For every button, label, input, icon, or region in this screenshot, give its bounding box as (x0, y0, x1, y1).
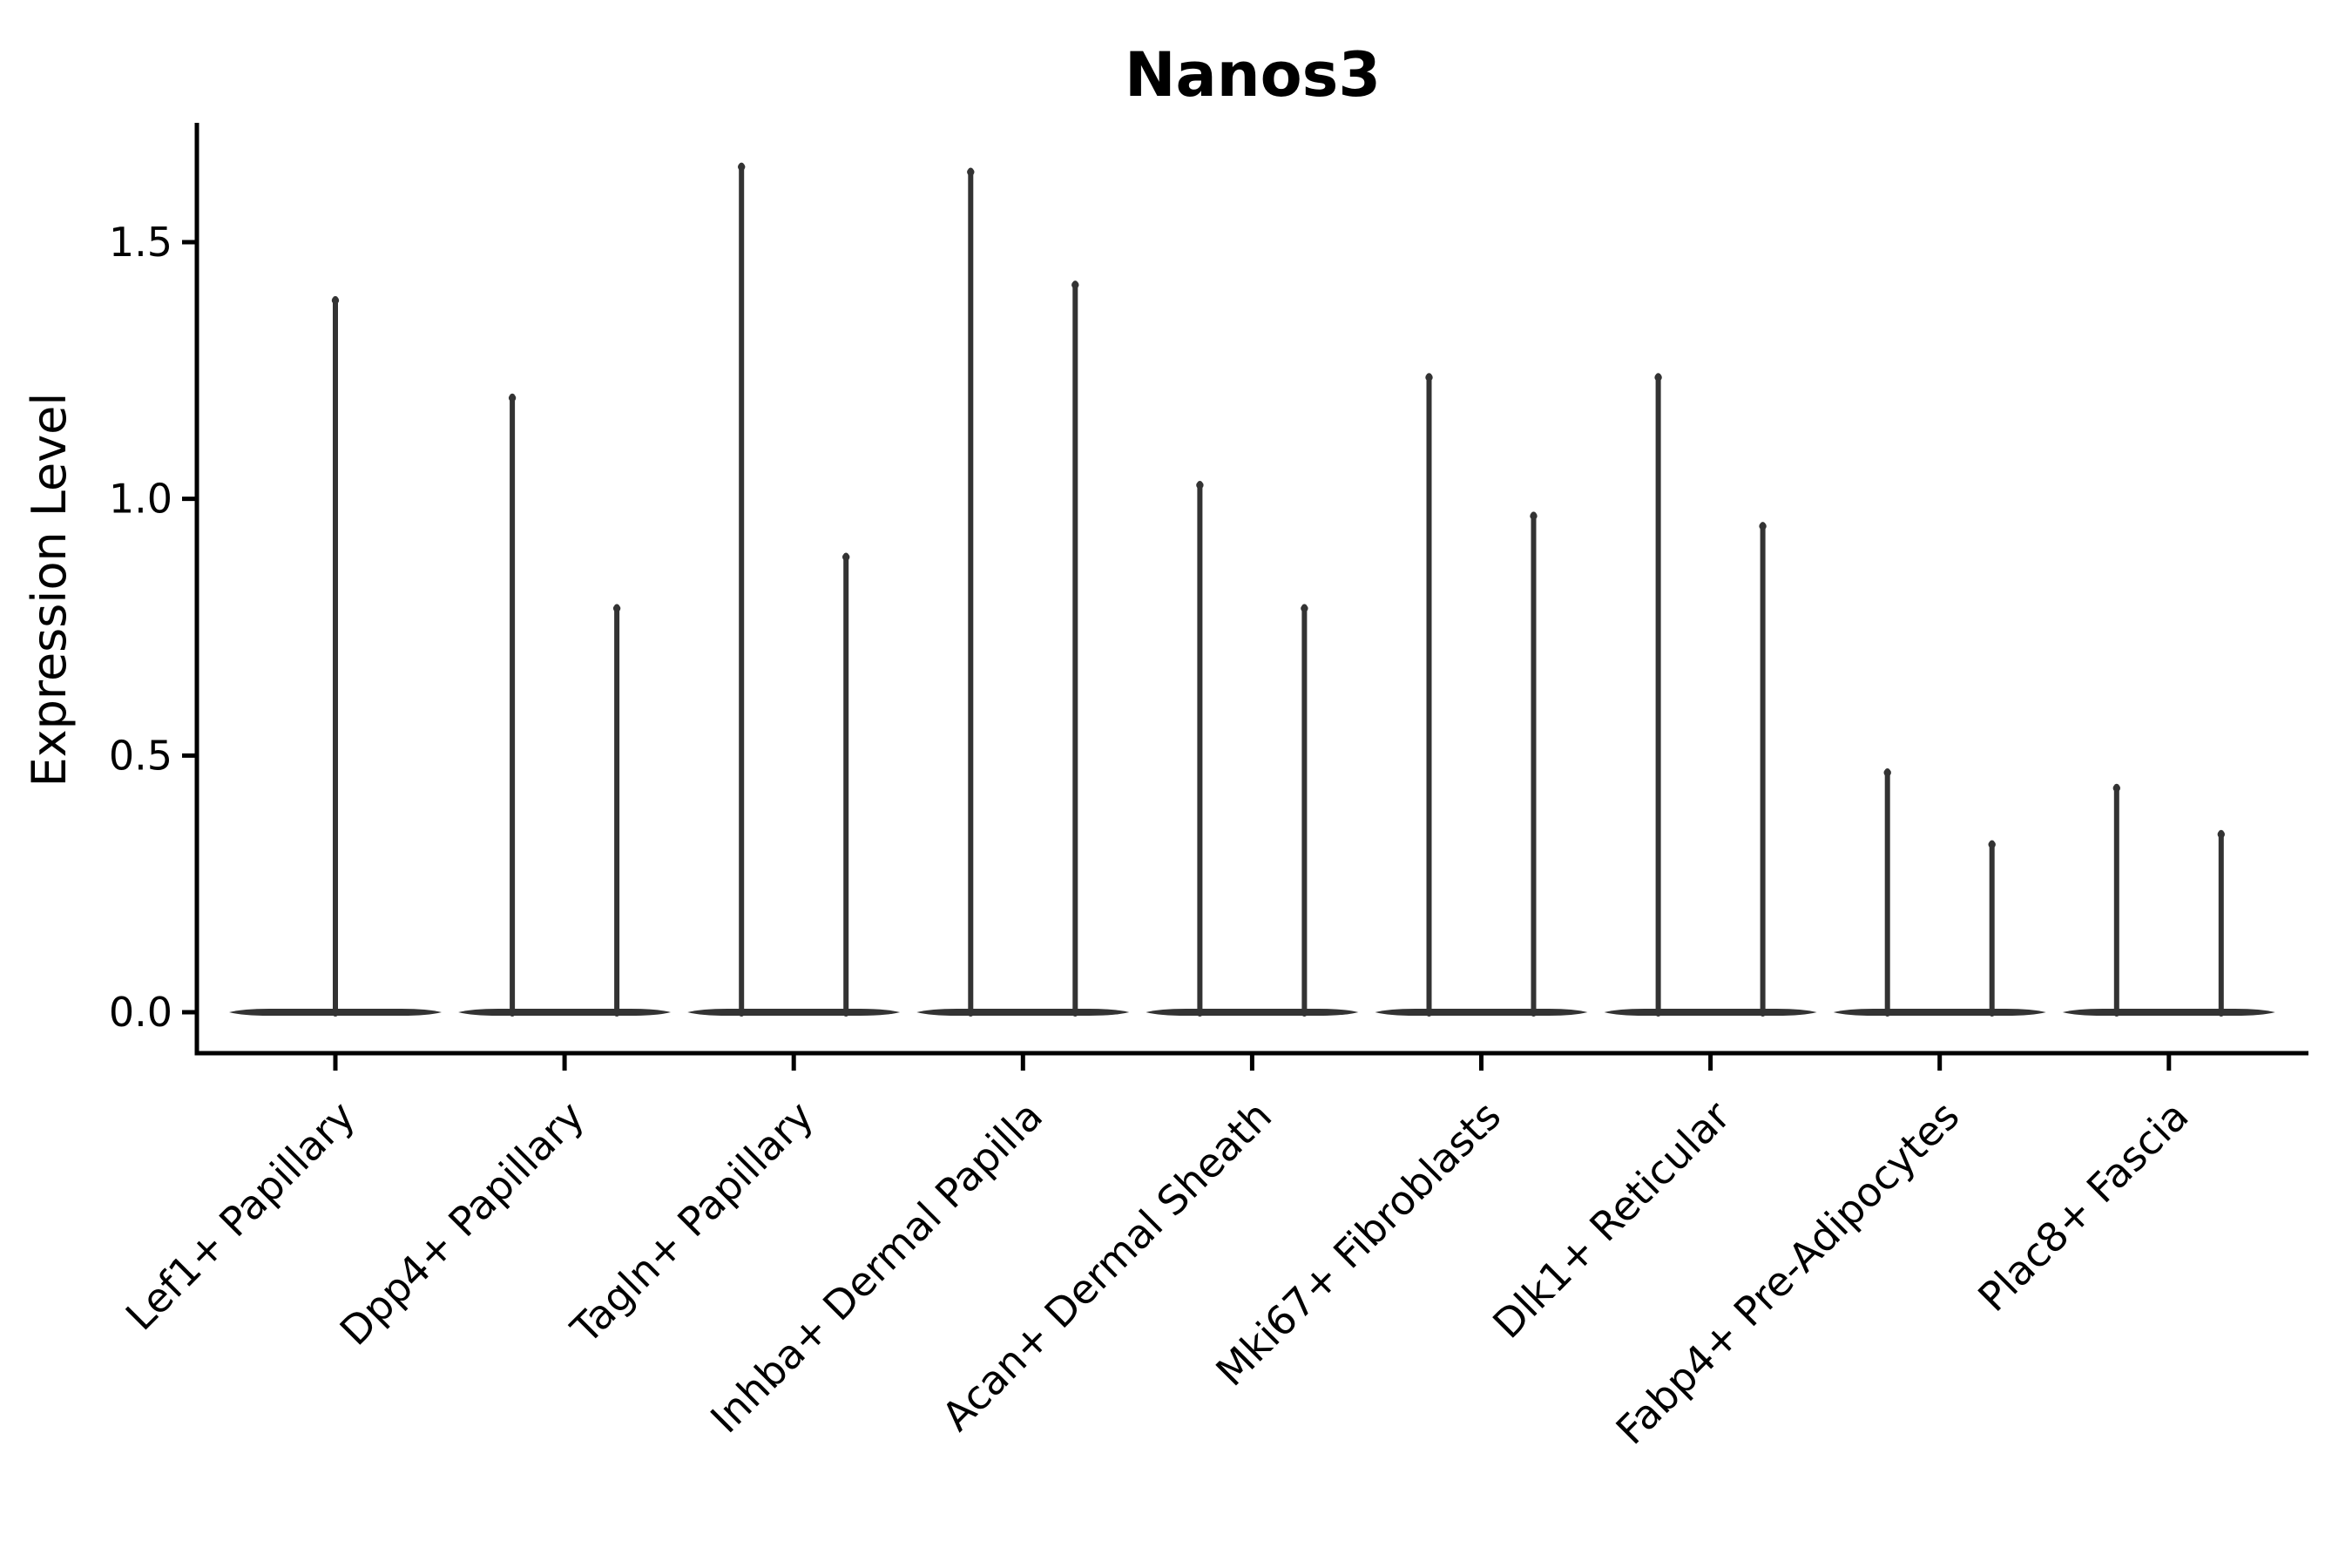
axis-spines (194, 123, 2308, 1056)
violin-spike-tip (1071, 280, 1079, 289)
violin-base (1604, 1009, 1817, 1016)
violin-spike-tip (1654, 374, 1662, 382)
violin-spike-tip (1530, 512, 1538, 520)
violin-base (1146, 1009, 1359, 1016)
violin-spike-tip (967, 168, 975, 176)
violin-spike-tip (2217, 830, 2225, 838)
x-tick-label: Lef1+ Papillary (117, 1092, 364, 1340)
violin-base (687, 1009, 901, 1016)
y-tick-label: 0.5 (109, 732, 172, 779)
violin-base (458, 1009, 672, 1016)
violin-base (2062, 1009, 2275, 1016)
y-tick-label: 1.0 (109, 476, 172, 523)
violin-base (1833, 1009, 2046, 1016)
x-tick-label: Dlk1+ Reticular (1484, 1092, 1739, 1348)
violin-spike-tip (1988, 841, 1996, 848)
violin-spike-tip (1196, 481, 1204, 490)
violin-spike-tip (738, 163, 746, 171)
violin-spike-tip (612, 605, 621, 612)
y-tick-label: 1.5 (109, 219, 172, 266)
violin-spike-tip (1759, 522, 1767, 531)
x-tick-label: Plac8+ Fascia (1969, 1092, 2197, 1321)
x-tick-label: Dpp4+ Papillary (331, 1092, 593, 1355)
y-axis-label: Expression Level (22, 393, 77, 787)
violin-base (916, 1009, 1130, 1016)
violin-spike-tip (842, 553, 850, 561)
violin-spike-tip (1425, 374, 1433, 382)
violin-base (229, 1009, 442, 1016)
plot-title: Nanos3 (1125, 39, 1381, 111)
violin-spike-tip (331, 296, 340, 305)
violin-spike-tip (1301, 605, 1308, 612)
violin-spike-tip (508, 394, 517, 402)
violin-base (1375, 1009, 1588, 1016)
violin-spike-tip (2112, 784, 2120, 792)
x-tick-label: Tagln+ Papillary (561, 1092, 822, 1354)
y-tick-label: 0.0 (109, 989, 172, 1036)
violin-spike-tip (1883, 768, 1891, 777)
